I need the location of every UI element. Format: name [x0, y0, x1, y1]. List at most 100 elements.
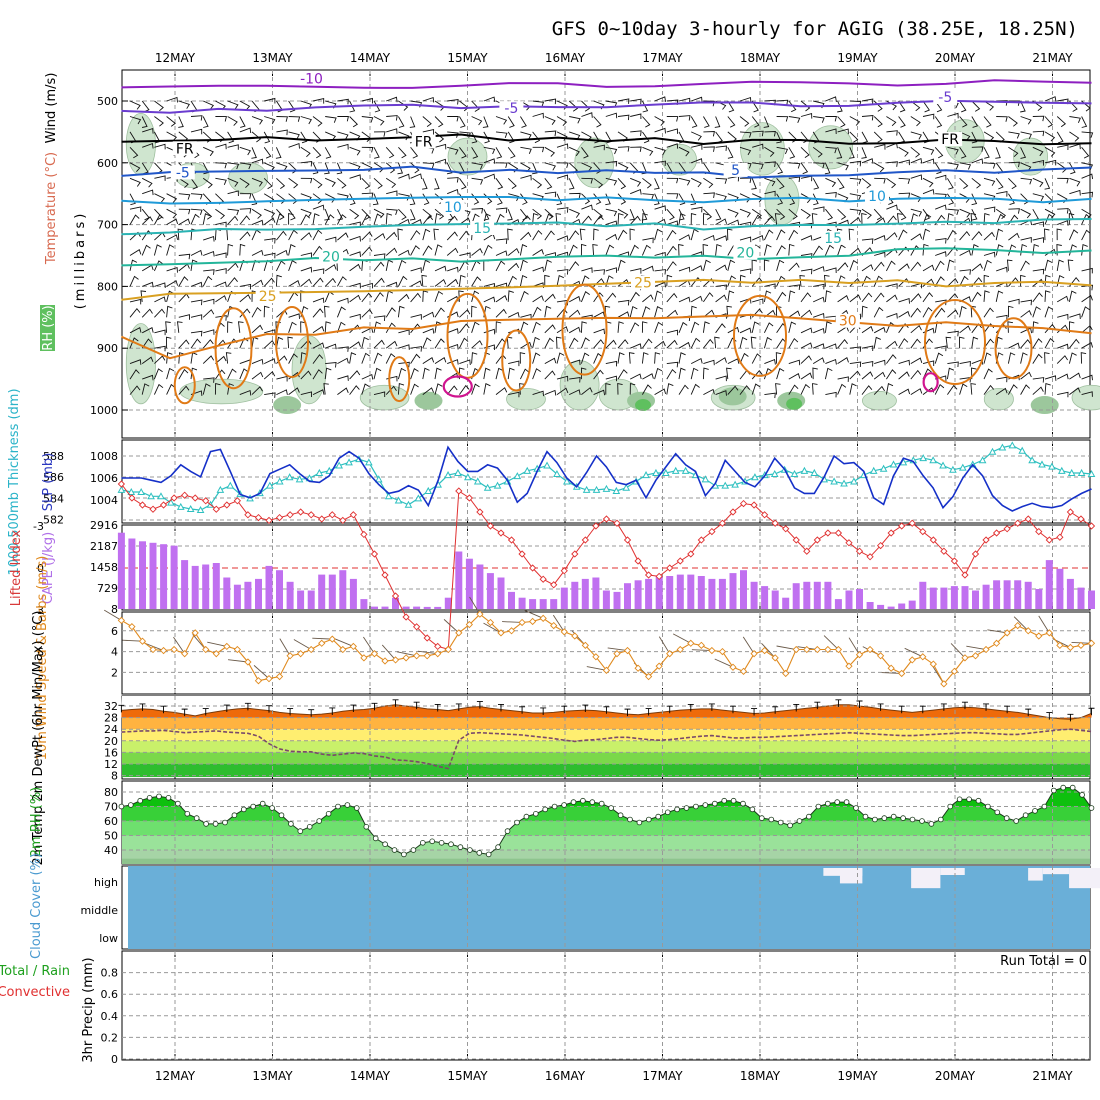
wind-barb — [263, 371, 276, 380]
wind-barb — [1013, 616, 1029, 632]
lifted-index-point — [644, 571, 653, 579]
wind-barb — [995, 178, 1004, 190]
temp-band — [122, 764, 1090, 778]
cape-bar — [813, 581, 821, 609]
wind-barb — [312, 389, 325, 396]
wind-barb — [629, 215, 641, 225]
wind-barb — [483, 367, 491, 380]
wind-barb — [910, 338, 921, 349]
wind-barb — [934, 214, 946, 225]
wind-barb — [129, 100, 141, 110]
chart-title: GFS 0~10day 3-hourly for AGIG (38.25E, 1… — [552, 18, 1078, 40]
wind-barb — [947, 112, 959, 119]
lifted-index-point — [855, 547, 864, 555]
wind-barb — [373, 131, 386, 137]
wind-barb — [215, 369, 226, 380]
thickness-point — [661, 468, 670, 476]
wind-barb — [763, 116, 770, 128]
wind-barb — [203, 250, 215, 257]
wind-barb — [800, 383, 810, 395]
wind-barb — [312, 369, 323, 380]
wind-barb — [227, 177, 239, 187]
wind-barb — [971, 177, 982, 189]
wind-barb — [641, 352, 649, 364]
wind-barb — [495, 295, 508, 303]
isotherm-label: 20 — [736, 246, 754, 262]
wind-barb — [361, 131, 372, 142]
wind-barb — [398, 193, 410, 201]
wind-barb — [409, 116, 416, 128]
wind-barb — [495, 250, 508, 256]
wind-barb — [666, 383, 674, 395]
wind-barb — [910, 100, 921, 112]
wind-barb — [910, 307, 921, 318]
wind-barb — [483, 146, 496, 155]
thickness-point — [562, 477, 571, 485]
wind-barb — [654, 367, 663, 380]
rh-point — [872, 816, 878, 823]
wind-barb — [950, 643, 966, 659]
wind-barb — [726, 367, 732, 380]
wind-barb — [166, 218, 179, 225]
wind-barb — [373, 147, 380, 159]
wind-barb — [776, 99, 789, 106]
wind-barb — [239, 389, 252, 396]
wind-barb — [1069, 177, 1081, 187]
wind-barb — [422, 311, 435, 318]
isotherm-label: -5 — [938, 90, 952, 106]
lifted-index-point — [486, 522, 495, 530]
wind-barb — [727, 208, 739, 218]
thickness-point — [186, 504, 195, 512]
isotherm-label-bg — [319, 249, 343, 264]
thickness-line — [121, 444, 1092, 511]
wind-barb — [434, 158, 447, 165]
wind-barb — [715, 208, 722, 221]
lifted-index-point — [560, 567, 568, 575]
wind-speed-point — [729, 663, 737, 671]
wind-barb — [971, 193, 978, 206]
wind-barb — [898, 371, 910, 380]
temp-minmax — [139, 703, 146, 711]
thickness-tick: 582 — [43, 514, 64, 527]
rh-area — [1013, 137, 1049, 176]
wind-barb — [1044, 323, 1056, 334]
wind-barb — [361, 97, 373, 104]
wind-barb — [861, 264, 874, 272]
date-label: 14MAY — [350, 1069, 391, 1083]
date-label: 17MAY — [642, 1069, 683, 1083]
wind-speed-point — [328, 635, 336, 643]
wind-barb — [154, 329, 166, 336]
isotherm-label-bg — [470, 221, 495, 236]
thickness-point — [642, 471, 650, 479]
wind-barb — [422, 259, 431, 272]
wind-barb — [251, 249, 264, 256]
wind-barb — [300, 278, 312, 287]
thickness-point — [810, 468, 819, 476]
wind-barb — [813, 162, 825, 169]
wind-barb — [398, 344, 410, 350]
wind-barb — [507, 177, 517, 189]
wind-barb — [1007, 259, 1013, 271]
temp-minmax — [708, 703, 715, 711]
cape-bar — [212, 563, 220, 609]
wind-barb — [690, 357, 703, 365]
wind-barb — [275, 274, 282, 287]
wind-barb — [837, 376, 849, 382]
wind-barb — [166, 352, 173, 364]
rh-area — [983, 387, 1014, 411]
wind-barb — [788, 290, 796, 302]
wind-barb — [275, 336, 284, 349]
wind-barb — [873, 131, 883, 143]
wind-barb — [569, 208, 580, 218]
lifted-index-point — [992, 529, 1001, 537]
rh-point — [128, 802, 134, 808]
lifted-index-point — [1045, 536, 1053, 544]
wind-barb — [409, 209, 416, 221]
panel-frame — [121, 611, 1091, 695]
wind-barb — [642, 100, 649, 113]
rh-point — [457, 844, 464, 850]
temp-band — [122, 752, 1090, 764]
wind-barb — [422, 215, 434, 225]
wind-barb — [361, 231, 373, 241]
wind-barb — [690, 116, 698, 128]
